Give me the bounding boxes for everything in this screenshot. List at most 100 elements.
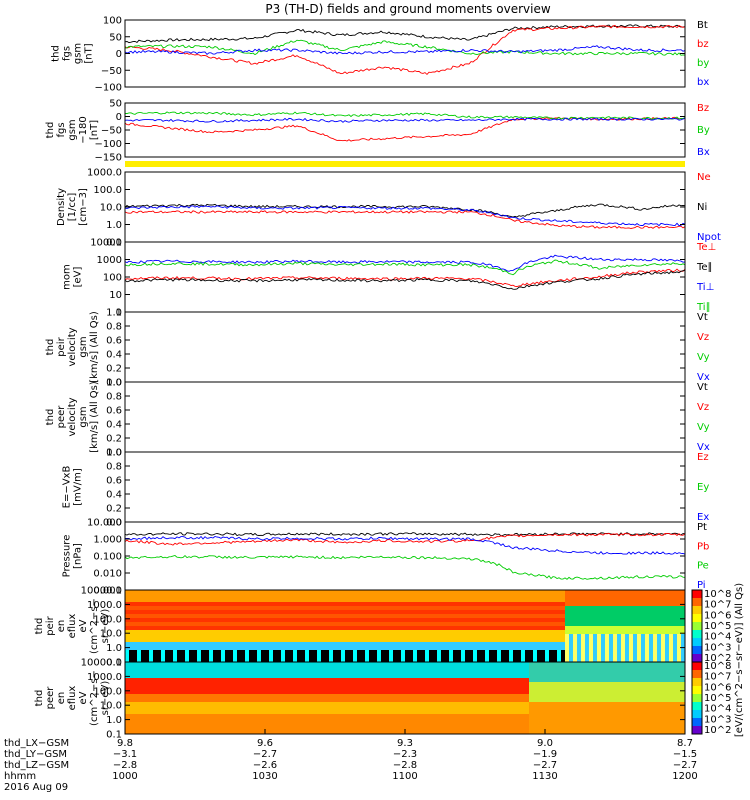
- colorbar-segment: [692, 718, 702, 727]
- x-tick-label: 1130: [532, 771, 557, 782]
- x-tick-label: 9.8: [117, 738, 133, 749]
- series-line-Bt: [124, 24, 686, 44]
- x-tick-label: 1000: [112, 771, 137, 782]
- y-tick-label: 1000: [97, 255, 122, 266]
- colorbar-segment: [692, 702, 702, 711]
- y-tick-label: 0.4: [106, 420, 122, 431]
- series-line-Pb: [124, 532, 686, 546]
- legend-Pb: Pb: [697, 541, 709, 552]
- colorbar-segment: [692, 710, 702, 719]
- x-row-label: thd_LY−GSM: [4, 749, 67, 760]
- colorbar-tick: 10^4: [704, 632, 731, 643]
- y-tick-label: 1.0: [106, 448, 122, 459]
- y-axis-label-line: eflux: [67, 686, 78, 711]
- panel-1: 100 50 0 −50 −100 thd fgs gsm [nT] Bt bz by bx: [51, 16, 710, 94]
- y-axis-label-line: velocity: [67, 397, 78, 436]
- panel-7: 1.0 0.8 0.6 0.4 0.2 0.0 E=−VxB [mV/m] Ez Ey Ex: [62, 448, 710, 529]
- y-tick-label: 10.0: [100, 629, 122, 640]
- series-line-Te⊥: [124, 268, 686, 287]
- y-axis-label-line: gsm: [67, 119, 78, 140]
- colorbar-segment: [692, 694, 702, 703]
- x-tick-label: 8.7: [677, 738, 693, 749]
- y-tick-label: 50: [109, 32, 122, 43]
- y-axis-label: mom [eV]: [62, 264, 84, 290]
- y-tick-label: 0.4: [106, 350, 122, 361]
- colorbar-segment: [692, 638, 702, 647]
- legend-Vt: Vt: [697, 382, 708, 393]
- y-axis-label-line: [mV/m]: [73, 468, 84, 506]
- legend-by: by: [697, 58, 709, 69]
- colorbar-tick: 10^3: [704, 714, 731, 725]
- series-line-Ti⊥: [124, 254, 686, 272]
- y-tick-label: 0.1: [106, 238, 122, 249]
- legend-Ne: Ne: [697, 172, 711, 183]
- x-tick-label: 1030: [252, 771, 277, 782]
- y-tick-label: 0.6: [106, 476, 122, 487]
- y-tick-label: −50: [101, 126, 122, 137]
- legend-Vx: Vx: [697, 442, 710, 453]
- colorbar-tick: 10^2: [704, 725, 731, 736]
- colorbar-segment: [692, 646, 702, 655]
- y-tick-label: 50: [109, 99, 122, 110]
- legend-Bz: Bz: [697, 103, 709, 114]
- legend-Ex: Ex: [697, 512, 709, 523]
- y-tick-label: 1: [116, 308, 122, 319]
- y-axis-label-line: (cm^2−s−: [89, 670, 100, 726]
- x-row-label: hhmm: [4, 771, 36, 782]
- panel-frame: [124, 451, 686, 523]
- panel-frame: [124, 311, 686, 383]
- panel-5: 1.0 0.8 0.6 0.4 0.2 0.0 thd peir velocity gsm [km/…: [45, 308, 710, 389]
- colorbar-segment: [692, 630, 702, 639]
- y-axis-label-line: E=−VxB: [62, 466, 73, 509]
- y-axis-label-line: sr−eV): [100, 609, 111, 644]
- colorbar-label: [eV/(cm^2−s−sr−eV)] (All Qs): [734, 583, 745, 737]
- y-tick-label: 0.8: [106, 462, 122, 473]
- colorbar-segment: [692, 614, 702, 623]
- colorbar-segment: [692, 606, 702, 615]
- y-axis-label-line: fgs: [56, 122, 67, 137]
- y-tick-label: 0.2: [106, 504, 122, 515]
- panel-frame: [124, 381, 686, 453]
- series-line-bx: [124, 45, 686, 56]
- y-axis-label: thd fgs gsm [nT]: [51, 43, 95, 64]
- x-tick-label: 1100: [392, 771, 417, 782]
- legend-Npot: Npot: [697, 232, 721, 243]
- x-tick-label: −1.5: [673, 749, 697, 760]
- y-axis-label-line: sr−eV): [100, 681, 111, 716]
- legend-Bt: Bt: [697, 20, 708, 31]
- spectrogram-9: [125, 590, 686, 663]
- panel-3: 1000.0 100.0 10.0 1.0 0.1 Density [1/cc] [cm−3]…: [56, 168, 721, 249]
- y-axis-label: E=−VxB [mV/m]: [62, 466, 84, 509]
- y-axis-label-line: gsm: [78, 406, 89, 427]
- y-axis-label: thd peer en eflux eV (cm^2−s− sr−eV): [34, 670, 111, 726]
- y-axis-label-line: peir: [45, 615, 56, 635]
- y-axis-label-line: mom: [62, 264, 73, 290]
- colorbar-tick: 10^8: [704, 661, 731, 672]
- y-tick-label: 0.4: [106, 490, 122, 501]
- x-tick-label: 9.0: [537, 738, 553, 749]
- series-line-Ti∥: [124, 259, 686, 276]
- y-tick-label: 1.0: [106, 715, 122, 726]
- y-axis-label: thd peir en eflux eV (cm^2−s− sr−eV): [34, 598, 111, 654]
- legend-Vz: Vz: [697, 402, 709, 413]
- y-axis-label-line: thd: [51, 45, 62, 62]
- panel-4: 10000 1000 100 10 1 mom [eV] Te⊥ Te∥ Ti⊥ Ti∥: [62, 238, 717, 319]
- x-row-label: thd_LX−GSM: [4, 738, 69, 749]
- y-tick-label: 0.8: [106, 392, 122, 403]
- y-tick-label: 100.0: [93, 614, 122, 625]
- legend-Pe: Pe: [697, 561, 709, 572]
- x-tick-label: −2.7: [253, 749, 277, 760]
- y-axis-label-line: [nPa]: [73, 543, 84, 569]
- y-axis-label-line: fgs: [62, 46, 73, 61]
- legend-Ni: Ni: [697, 202, 707, 213]
- y-tick-label: 0.001: [93, 586, 122, 597]
- y-axis-label-line: thd: [45, 409, 56, 426]
- y-axis-label-line: [km/s] (All Qs): [89, 311, 100, 383]
- series-line-Pi: [125, 535, 686, 555]
- colorbar-segment: [692, 598, 702, 607]
- y-axis-label-line: [1/cc]: [67, 193, 78, 222]
- y-tick-label: 0.2: [106, 434, 122, 445]
